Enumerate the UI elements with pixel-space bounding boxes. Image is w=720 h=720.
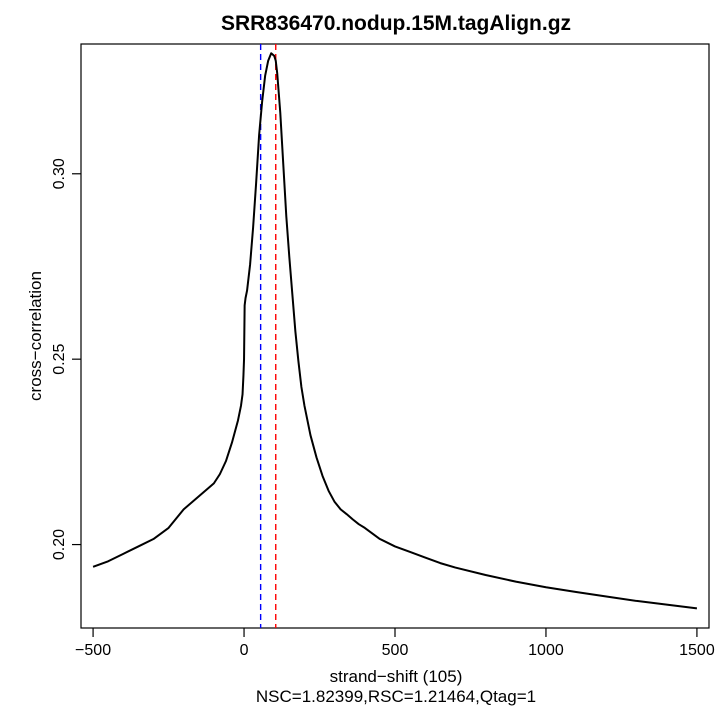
chart-title: SRR836470.nodup.15M.tagAlign.gz — [221, 12, 571, 35]
series-group — [92, 52, 698, 610]
x-tick-label: 500 — [382, 642, 409, 659]
x-tick-label: 1000 — [528, 642, 564, 659]
x-axis-label: strand−shift (105) — [330, 667, 463, 686]
y-tick-label: 0.30 — [51, 158, 68, 189]
y-tick-label: 0.25 — [51, 344, 68, 375]
y-axis: 0.20 0.25 0.30 — [51, 158, 81, 560]
y-tick-label: 0.20 — [51, 529, 68, 560]
cross-correlation-line — [92, 52, 698, 610]
x-axis: −500 0 500 1000 1500 — [75, 628, 715, 659]
x-tick-label: 1500 — [679, 642, 715, 659]
x-tick-label: −500 — [75, 642, 111, 659]
x-tick-label: 0 — [240, 642, 249, 659]
y-axis-label: cross−correlation — [26, 271, 45, 401]
x-axis-sublabel: NSC=1.82399,RSC=1.21464,Qtag=1 — [256, 687, 536, 706]
reference-lines — [259, 44, 277, 628]
